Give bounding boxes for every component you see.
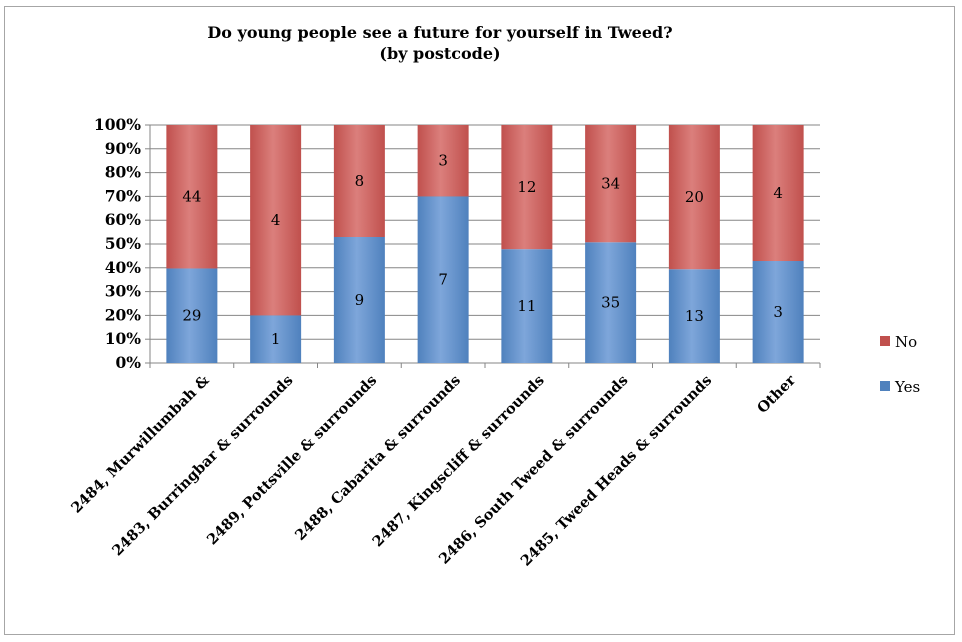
bar-yes: [417, 196, 469, 363]
bar-yes: [333, 237, 385, 363]
bar-yes: [250, 315, 302, 363]
y-tick-label: 20%: [105, 305, 142, 324]
legend-swatch-yes: [880, 381, 890, 391]
data-label-no: 34: [601, 175, 620, 193]
category-label: 2485, Tweed Heads & surrounds: [517, 372, 715, 570]
chart-title: Do young people see a future for yoursel…: [207, 23, 673, 42]
y-tick-label: 100%: [94, 115, 141, 134]
y-tick-label: 10%: [105, 329, 142, 348]
y-tick-label: 90%: [105, 139, 142, 158]
data-label-no: 3: [438, 152, 448, 170]
data-label-yes: 29: [182, 307, 201, 325]
bar-yes: [166, 268, 218, 363]
legend-label-yes: Yes: [894, 378, 920, 396]
category-label: Other: [754, 372, 799, 417]
category-label: 2488, Cabarita & surrounds: [292, 372, 464, 544]
data-label-no: 4: [773, 184, 783, 202]
y-tick-label: 80%: [105, 163, 142, 182]
data-label-yes: 11: [517, 297, 536, 315]
chart-title-block: Do young people see a future for yoursel…: [160, 22, 720, 64]
chart-subtitle: (by postcode): [379, 44, 501, 63]
data-label-no: 8: [355, 172, 365, 190]
bar-no: [668, 125, 720, 270]
bar-yes: [585, 242, 637, 363]
bar-no: [166, 125, 218, 269]
bar-yes: [752, 261, 804, 363]
data-label-yes: 35: [601, 294, 620, 312]
category-label: 2487, Kingscliff & surrounds: [369, 372, 547, 550]
data-label-no: 4: [271, 211, 281, 229]
legend-label-no: No: [895, 333, 917, 351]
bar-no: [333, 125, 385, 237]
data-label-yes: 9: [355, 291, 365, 309]
y-tick-label: 50%: [105, 234, 142, 253]
y-tick-label: 30%: [105, 282, 142, 301]
category-label: 2489, Pottsville & surrounds: [204, 372, 381, 549]
bar-no: [585, 125, 637, 243]
category-label: 2483, Burringbar & surrounds: [109, 372, 296, 559]
data-label-no: 44: [182, 188, 201, 206]
bar-no: [501, 125, 553, 250]
bar-no: [417, 125, 469, 197]
y-tick-label: 40%: [105, 258, 142, 277]
legend-swatch-no: [880, 336, 890, 346]
bar-yes: [668, 269, 720, 363]
y-tick-label: 0%: [115, 353, 141, 372]
bar-no: [250, 125, 302, 316]
bar-no: [752, 125, 804, 261]
data-label-yes: 13: [685, 307, 704, 325]
category-label: 2484, Murwillumbah &: [68, 372, 213, 517]
data-label-no: 20: [685, 188, 704, 206]
category-label: 2486, South Tweed & surrounds: [436, 372, 632, 568]
data-label-yes: 3: [773, 303, 783, 321]
y-tick-label: 60%: [105, 210, 142, 229]
data-label-yes: 7: [438, 271, 448, 289]
data-label-yes: 1: [271, 330, 281, 348]
y-tick-label: 70%: [105, 186, 142, 205]
bar-yes: [501, 249, 553, 363]
data-label-no: 12: [517, 178, 536, 196]
